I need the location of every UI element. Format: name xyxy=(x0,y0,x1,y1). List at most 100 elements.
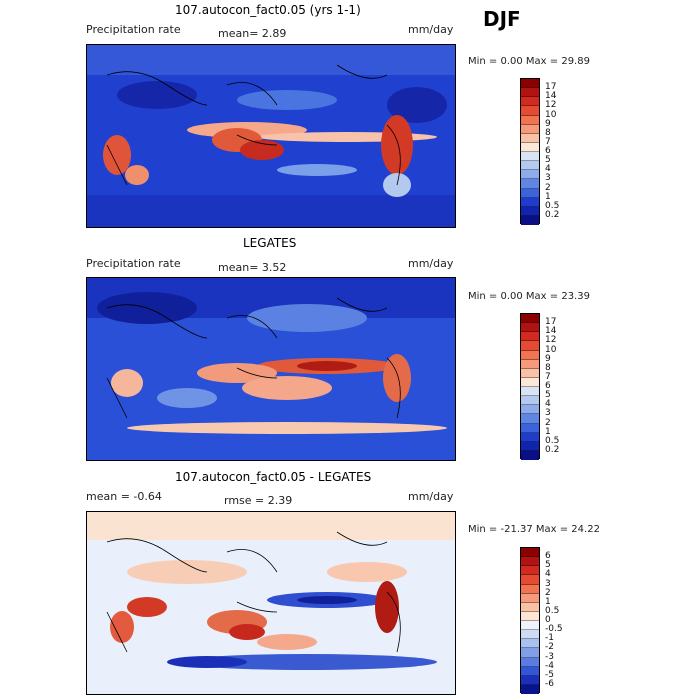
colorbar-tick-label: -1 xyxy=(545,633,554,644)
colorbar-segment xyxy=(521,341,539,351)
colorbar-segment xyxy=(521,359,539,369)
colorbar-tick-label: 6 xyxy=(545,381,551,391)
panel-2-colorbar xyxy=(520,313,540,460)
colorbar-segment xyxy=(521,666,539,676)
panel-3-colorbar xyxy=(520,547,540,694)
colorbar-segment xyxy=(521,115,539,125)
colorbar-tick-label: 9 xyxy=(545,353,551,364)
colorbar-tick-label: 5 xyxy=(545,390,551,401)
colorbar-segment xyxy=(521,441,539,451)
colorbar-tick-label: 1 xyxy=(545,596,551,607)
colorbar-segment xyxy=(521,630,539,640)
colorbar-segment xyxy=(521,548,539,558)
panel-1-map-field xyxy=(87,45,455,227)
panel-3-map xyxy=(86,511,456,695)
panel-1-colorbar xyxy=(520,78,540,225)
colorbar-tick-label: 1 xyxy=(545,191,551,202)
colorbar-segment xyxy=(521,557,539,567)
panel-3-minmax: Min = -21.37 Max = 24.22 xyxy=(468,524,600,535)
panel-3-title: 107.autocon_fact0.05 - LEGATES xyxy=(175,470,372,484)
panel-2-variable-label: Precipitation rate xyxy=(86,257,181,270)
panel-1-title: 107.autocon_fact0.05 (yrs 1-1) xyxy=(175,3,361,17)
panel-2-title: LEGATES xyxy=(243,236,297,250)
colorbar-tick-label: 4 xyxy=(545,399,551,410)
colorbar-tick-label: 6 xyxy=(545,146,551,156)
colorbar-segment xyxy=(521,106,539,116)
colorbar-tick-label: 4 xyxy=(545,164,551,175)
panel-1-units: mm/day xyxy=(408,23,454,36)
colorbar-segment xyxy=(521,197,539,207)
colorbar-tick-label: 17 xyxy=(545,317,557,328)
colorbar-segment xyxy=(521,396,539,406)
colorbar-segment xyxy=(521,684,539,694)
colorbar-tick-label: -3 xyxy=(545,651,554,662)
colorbar-segment xyxy=(521,387,539,397)
colorbar-segment xyxy=(521,432,539,442)
colorbar-segment xyxy=(521,621,539,631)
colorbar-tick-label: 7 xyxy=(545,136,551,147)
colorbar-tick-label: 3 xyxy=(545,578,551,589)
colorbar-segment xyxy=(521,575,539,585)
colorbar-tick-label: 10 xyxy=(545,344,557,355)
colorbar-segment xyxy=(521,423,539,433)
panel-3-map-field xyxy=(87,512,455,694)
colorbar-tick-label: 6 xyxy=(545,551,551,562)
colorbar-tick-label: -0.5 xyxy=(545,624,563,635)
colorbar-segment xyxy=(521,133,539,143)
colorbar-tick-label: -4 xyxy=(545,660,554,671)
colorbar-segment xyxy=(521,215,539,225)
colorbar-segment xyxy=(521,152,539,162)
colorbar-tick-label: 14 xyxy=(545,91,557,102)
panel-1-map xyxy=(86,44,456,228)
panel-2-map xyxy=(86,277,456,461)
colorbar-tick-label: 8 xyxy=(545,127,551,138)
colorbar-tick-label: 5 xyxy=(545,560,551,571)
colorbar-tick-label: 17 xyxy=(545,82,557,93)
colorbar-segment xyxy=(521,368,539,378)
colorbar-tick-label: 0.5 xyxy=(545,435,560,446)
colorbar-segment xyxy=(521,170,539,180)
colorbar-tick-label: 10 xyxy=(545,109,557,120)
panel-1-mean: mean= 2.89 xyxy=(218,27,287,40)
colorbar-segment xyxy=(521,188,539,198)
colorbar-segment xyxy=(521,414,539,424)
colorbar-segment xyxy=(521,593,539,603)
colorbar-segment xyxy=(521,675,539,685)
colorbar-tick-label: 0 xyxy=(545,615,551,625)
colorbar-tick-label: -5 xyxy=(545,669,554,680)
colorbar-tick-label: 7 xyxy=(545,371,551,382)
colorbar-tick-label: 12 xyxy=(545,100,557,111)
colorbar-segment xyxy=(521,450,539,460)
colorbar-tick-label: 14 xyxy=(545,326,557,337)
colorbar-segment xyxy=(521,97,539,107)
season-label: DJF xyxy=(483,7,521,31)
panel-3-rmse: rmse = 2.39 xyxy=(224,494,293,507)
colorbar-tick-label: -6 xyxy=(545,678,554,689)
colorbar-tick-label: 4 xyxy=(545,569,551,580)
colorbar-segment xyxy=(521,124,539,134)
colorbar-tick-label: 2 xyxy=(545,182,551,193)
colorbar-segment xyxy=(521,161,539,171)
panel-2-mean: mean= 3.52 xyxy=(218,261,287,274)
colorbar-tick-label: 1 xyxy=(545,426,551,437)
panel-2-minmax: Min = 0.00 Max = 23.39 xyxy=(468,291,590,302)
colorbar-tick-label: 8 xyxy=(545,362,551,373)
colorbar-segment xyxy=(521,142,539,152)
colorbar-tick-label: 2 xyxy=(545,417,551,428)
colorbar-tick-label: -2 xyxy=(545,642,554,653)
colorbar-segment xyxy=(521,611,539,621)
colorbar-segment xyxy=(521,88,539,98)
panel-1-minmax: Min = 0.00 Max = 29.89 xyxy=(468,56,590,67)
colorbar-tick-label: 0.2 xyxy=(545,209,560,220)
colorbar-tick-label: 3 xyxy=(545,408,551,419)
panel-2-map-field xyxy=(87,278,455,460)
colorbar-segment xyxy=(521,179,539,189)
panel-1-variable-label: Precipitation rate xyxy=(86,23,181,36)
colorbar-tick-label: 12 xyxy=(545,335,557,346)
colorbar-tick-label: 0.2 xyxy=(545,444,560,455)
colorbar-tick-label: 5 xyxy=(545,155,551,166)
colorbar-segment xyxy=(521,602,539,612)
colorbar-segment xyxy=(521,350,539,360)
colorbar-segment xyxy=(521,377,539,387)
colorbar-tick-label: 0.5 xyxy=(545,200,560,211)
